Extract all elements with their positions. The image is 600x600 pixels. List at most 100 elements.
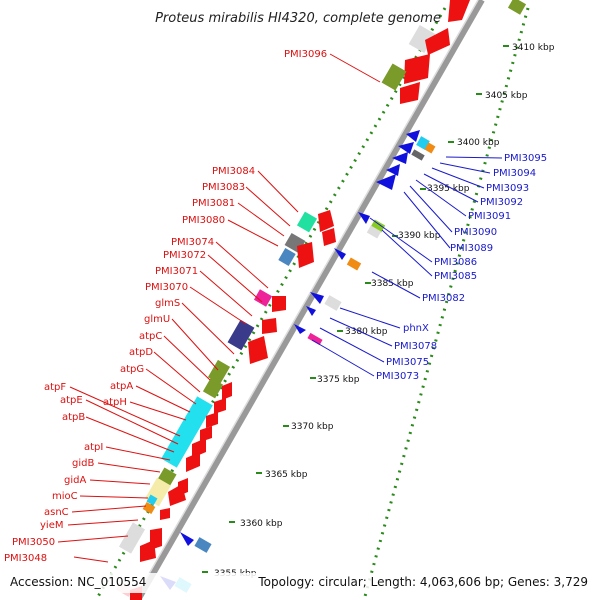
feature-steel [278,247,296,267]
gene-label-pmi3095: PMI3095 [504,153,547,164]
rna-feature [324,295,342,311]
gene-label-phnx: phnX [403,323,429,334]
forward-cds-arrow [214,398,226,414]
forward-cds-arrow [322,228,336,246]
gene-label-mioc: mioC [52,491,78,502]
forward-cds-arrow [318,210,334,232]
reverse-cds-arrow [406,130,420,142]
feature-orange [346,257,362,271]
gene-label-atpc: atpC [139,331,162,342]
feature-orange [142,502,156,514]
gene-label-pmi3074: PMI3074 [171,237,214,248]
forward-cds-arrow [400,82,420,104]
gene-label-atpf: atpF [44,382,66,393]
gene-label-atpd: atpD [129,347,153,358]
forward-cds-arrow [272,296,286,312]
rna-feature [118,522,146,554]
forward-cds-arrow [200,426,212,442]
genome-backbone-highlight [133,0,479,600]
forward-cds-arrow [425,28,450,55]
gene-label-pmi3092: PMI3092 [480,197,523,208]
feature-olive-top [507,0,527,15]
gene-label-atph: atpH [103,397,127,408]
gene-label-pmi3073: PMI3073 [376,371,419,382]
reverse-cds-arrow [294,324,306,334]
gene-label-pmi3091: PMI3091 [468,211,511,222]
feature-indigo [227,319,255,351]
forward-cds-arrow [186,452,200,472]
accession-text: Accession: NC_010554 [10,575,146,589]
rna-feature [366,225,382,239]
kbp-label-3365: 3365 kbp [265,470,308,480]
gene-label-pmi3078: PMI3078 [394,341,437,352]
forward-cds-arrow [140,540,156,562]
genome-backbone [135,0,485,600]
gene-label-pmi3089: PMI3089 [450,243,493,254]
forward-cds-arrow [168,484,186,506]
kbp-label-3390: 3390 kbp [398,231,441,241]
gene-label-atpi: atpI [84,442,103,453]
feature-olive [202,377,224,399]
kbp-label-3370: 3370 kbp [291,422,334,432]
feature-magenta [307,332,323,346]
reverse-cds-arrow [180,532,194,546]
gene-label-pmi3084: PMI3084 [212,166,255,177]
kbp-label-3410: 3410 kbp [512,43,555,53]
gene-label-yiem: yieM [40,520,63,531]
footer-background [0,573,600,593]
reverse-cds-arrow [376,174,396,190]
gene-label-pmi3082: PMI3082 [422,293,465,304]
feature-magenta [253,289,273,307]
gene-label-glmu: glmU [144,314,170,325]
reverse-cds-arrow [310,292,324,304]
gene-label-pmi3072: PMI3072 [163,250,206,261]
gene-label-pmi3070: PMI3070 [145,282,188,293]
forward-cds-arrow [404,54,430,84]
gene-label-gida: gidA [64,475,86,486]
gene-label-atpa: atpA [110,381,133,392]
gene-label-pmi3071: PMI3071 [155,266,198,277]
reverse-cds-arrow [392,152,408,164]
topology-text: Topology: circular; Length: 4,063,606 bp… [257,575,588,589]
gene-label-pmi3081: PMI3081 [192,198,235,209]
reverse-cds-arrow [334,248,346,260]
kbp-label-3385: 3385 kbp [371,279,414,289]
gene-label-glms: glmS [155,298,180,309]
reverse-cds-arrow [306,306,316,316]
feature-steel [194,537,212,553]
feature-gray [411,149,425,161]
reverse-gene-labels: PMI3095 PMI3094 PMI3093 PMI3092 PMI3091 … [376,153,547,382]
forward-gene-labels: PMI3096 PMI3084 PMI3083 PMI3081 PMI3080 … [4,49,327,564]
forward-features [57,0,527,600]
forward-cds-arrow [448,0,470,22]
gene-label-pmi3048: PMI3048 [4,553,47,564]
gene-label-pmi3080: PMI3080 [182,215,225,226]
forward-cds-arrow [222,382,232,400]
kbp-label-3360: 3360 kbp [240,519,283,529]
feature-cyan [146,494,158,506]
forward-cds-arrow [262,318,277,334]
gene-label-pmi3086: PMI3086 [434,257,477,268]
feature-cyan-block [161,396,213,468]
kbp-label-3405: 3405 kbp [485,91,528,101]
gene-label-atpg: atpG [120,364,144,375]
gene-label-pmi3050: PMI3050 [12,537,55,548]
feature-olive [381,63,407,91]
gene-label-pmi3090: PMI3090 [454,227,497,238]
gene-label-atpe: atpE [60,395,83,406]
feature-lime [370,219,386,233]
kbp-label-3395: 3395 kbp [427,184,470,194]
reverse-cds-arrow [386,164,400,176]
kbp-label-3380: 3380 kbp [345,327,388,337]
gene-label-pmi3096: PMI3096 [284,49,327,60]
forward-cds-arrow [248,336,268,364]
forward-cds-arrow [297,242,314,268]
forward-cds-arrow [192,438,206,458]
gene-label-pmi3093: PMI3093 [486,183,529,194]
feature-orange [424,142,436,154]
forward-cds-arrow [160,508,170,520]
gene-label-atpb: atpB [62,412,85,423]
forward-cds-arrow [206,412,218,428]
feature-teal [296,211,318,233]
